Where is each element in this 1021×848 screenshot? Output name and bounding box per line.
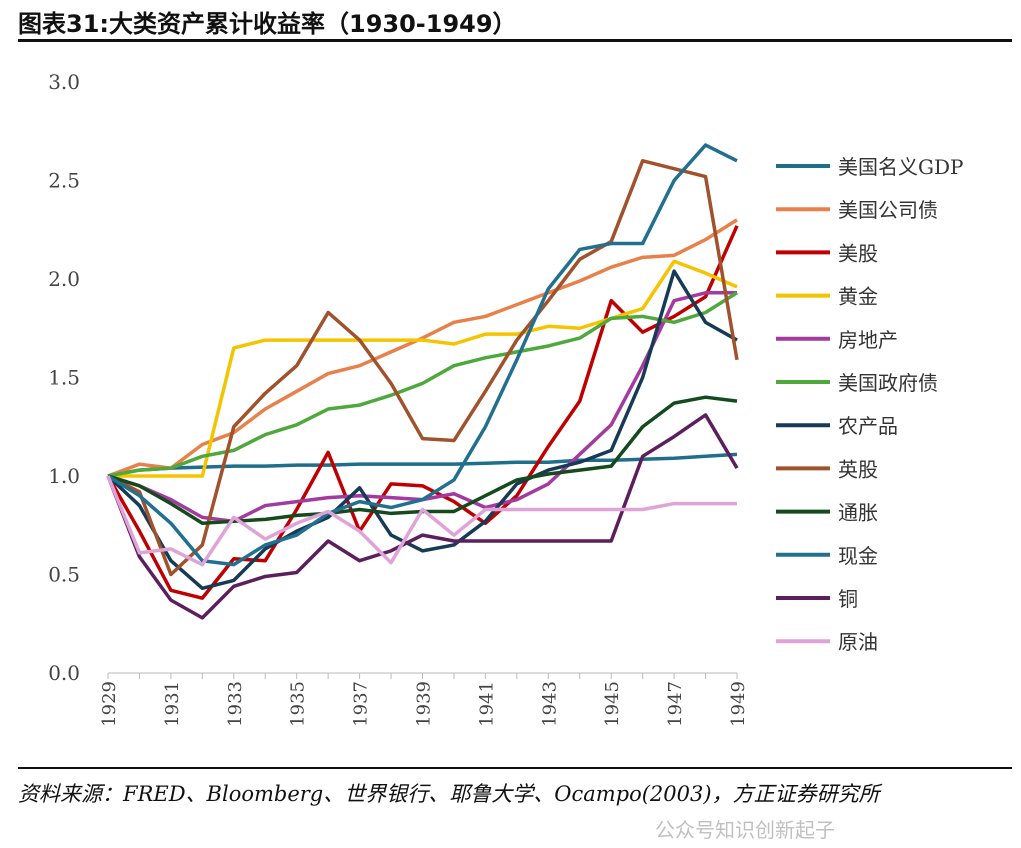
x-tick-label: 1929: [99, 681, 120, 727]
legend-label: 农产品: [838, 414, 898, 438]
series-line-6: [106, 269, 738, 591]
series-line-7: [107, 159, 739, 577]
legend-label: 英股: [838, 457, 878, 481]
watermark: 公众号知识创新起子: [655, 818, 835, 842]
title-divider: [18, 39, 1012, 42]
legend-label: 美股: [838, 241, 878, 265]
series-line-11: [106, 475, 737, 567]
legend-label: 通胀: [838, 501, 878, 525]
legend-label: 美国政府债: [838, 371, 938, 395]
line-chart: 0.0 0.5 1.0 1.5 2.0 2.5 3.0 1929 1931 1933 1935 193…: [48, 70, 963, 727]
series-line-3: [108, 259, 738, 478]
x-tick-label: 1937: [351, 681, 372, 727]
legend-label: 现金: [838, 544, 878, 568]
y-tick-label: 3.0: [48, 70, 80, 94]
legend-label: 原油: [838, 630, 878, 654]
legend-label: 美国名义GDP: [838, 155, 963, 179]
series-line-0: [107, 452, 738, 478]
series-line-10: [106, 413, 739, 620]
y-tick-label: 0.5: [48, 563, 80, 587]
y-tick-label: 2.0: [48, 267, 80, 291]
y-tick-label: 2.5: [48, 169, 80, 193]
x-tick-label: 1941: [476, 681, 497, 727]
y-tick-label: 1.5: [48, 366, 80, 390]
legend-label: 黄金: [838, 285, 878, 309]
y-tick-label: 0.0: [48, 661, 80, 685]
y-tick-label: 1.0: [48, 464, 80, 488]
x-tick-label: 1933: [225, 681, 246, 727]
series-line-9: [107, 143, 738, 567]
source-divider: [18, 767, 1012, 769]
legend-label: 美国公司债: [838, 198, 938, 222]
legend-label: 铜: [838, 587, 858, 611]
series-line-5: [107, 291, 738, 478]
x-tick-label: 1943: [539, 681, 560, 727]
source-note: 资料来源：FRED、Bloomberg、世界银行、耶鲁大学、Ocampo(200…: [18, 782, 880, 806]
x-tick-label: 1949: [728, 681, 749, 727]
x-tick-label: 1945: [602, 681, 623, 727]
x-tick-label: 1939: [414, 681, 435, 727]
x-tick-label: 1947: [665, 681, 686, 727]
legend-label: 房地产: [838, 328, 898, 352]
chart-title: 图表31:大类资产累计收益率（1930-1949）: [18, 10, 517, 38]
x-tick-label: 1935: [288, 681, 309, 727]
x-tick-label: 1931: [162, 681, 183, 727]
